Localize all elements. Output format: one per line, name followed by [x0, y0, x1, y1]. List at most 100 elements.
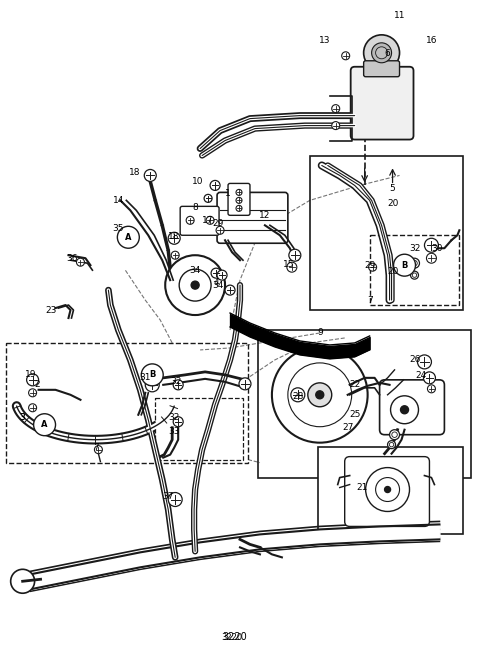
- Bar: [310, 157, 463, 310]
- Circle shape: [173, 380, 183, 390]
- Circle shape: [272, 347, 368, 443]
- Circle shape: [173, 417, 183, 426]
- Text: 24: 24: [416, 371, 427, 380]
- Circle shape: [186, 216, 194, 224]
- Text: 5: 5: [390, 184, 396, 193]
- Circle shape: [210, 180, 220, 190]
- Text: 36: 36: [67, 254, 78, 262]
- Circle shape: [288, 363, 352, 426]
- Circle shape: [387, 441, 396, 449]
- Bar: [6, 343, 248, 462]
- Text: 29: 29: [364, 260, 375, 270]
- Circle shape: [428, 385, 435, 393]
- FancyBboxPatch shape: [228, 184, 250, 215]
- Circle shape: [11, 569, 35, 593]
- Circle shape: [165, 255, 225, 315]
- Bar: [258, 330, 471, 478]
- Circle shape: [236, 205, 242, 211]
- Circle shape: [239, 378, 251, 390]
- Text: 32: 32: [168, 413, 180, 422]
- Circle shape: [217, 270, 227, 280]
- Circle shape: [225, 285, 235, 295]
- FancyBboxPatch shape: [351, 67, 413, 140]
- Circle shape: [400, 406, 408, 414]
- FancyBboxPatch shape: [180, 207, 219, 236]
- Text: 13: 13: [319, 36, 331, 45]
- Text: 21: 21: [356, 483, 367, 492]
- Text: 12: 12: [259, 211, 271, 220]
- Circle shape: [376, 478, 399, 501]
- Circle shape: [76, 258, 84, 266]
- Text: 1: 1: [225, 189, 231, 198]
- Text: 32: 32: [170, 377, 182, 386]
- Circle shape: [369, 263, 377, 271]
- Text: 14: 14: [113, 196, 124, 205]
- Circle shape: [391, 396, 419, 424]
- Text: 6: 6: [384, 49, 390, 58]
- Text: 16: 16: [426, 36, 437, 45]
- Text: 20: 20: [387, 199, 398, 208]
- Circle shape: [204, 194, 212, 202]
- Text: 34: 34: [190, 266, 201, 275]
- Text: 37: 37: [162, 492, 174, 501]
- Text: B: B: [149, 371, 156, 379]
- FancyBboxPatch shape: [217, 192, 288, 243]
- Text: 3220: 3220: [223, 632, 247, 642]
- Circle shape: [412, 273, 417, 277]
- Text: 38: 38: [296, 348, 308, 356]
- Circle shape: [289, 249, 301, 261]
- Circle shape: [126, 232, 134, 239]
- Circle shape: [34, 414, 56, 436]
- Text: 8: 8: [192, 203, 198, 212]
- Text: 28: 28: [292, 392, 303, 401]
- Text: 25: 25: [349, 410, 360, 419]
- Text: 35: 35: [113, 224, 124, 233]
- Circle shape: [316, 391, 324, 399]
- Bar: [318, 447, 463, 535]
- Text: 19: 19: [25, 371, 36, 379]
- Text: 9: 9: [317, 329, 323, 337]
- Circle shape: [372, 43, 392, 63]
- Circle shape: [145, 378, 159, 392]
- Circle shape: [211, 268, 221, 278]
- Circle shape: [179, 269, 211, 301]
- Circle shape: [168, 493, 182, 506]
- Text: 18: 18: [129, 168, 140, 177]
- Circle shape: [291, 388, 305, 401]
- Text: 27: 27: [342, 423, 353, 432]
- Text: 17: 17: [203, 216, 214, 225]
- Circle shape: [410, 271, 419, 279]
- Text: 29: 29: [212, 219, 224, 228]
- Circle shape: [332, 105, 340, 113]
- FancyBboxPatch shape: [345, 457, 430, 526]
- Text: B: B: [401, 260, 408, 270]
- Circle shape: [418, 355, 432, 369]
- Circle shape: [26, 374, 38, 386]
- Circle shape: [384, 487, 391, 493]
- Circle shape: [409, 258, 420, 268]
- Text: 31: 31: [140, 373, 151, 382]
- Text: 33: 33: [168, 427, 180, 436]
- Text: 7: 7: [367, 296, 372, 304]
- Text: 18: 18: [168, 232, 180, 241]
- Circle shape: [29, 389, 36, 397]
- FancyBboxPatch shape: [380, 380, 444, 435]
- Text: 3: 3: [20, 413, 25, 422]
- Circle shape: [412, 260, 417, 266]
- Circle shape: [287, 262, 297, 272]
- Text: 4: 4: [213, 277, 219, 287]
- Circle shape: [308, 383, 332, 407]
- Text: A: A: [125, 233, 132, 242]
- Circle shape: [144, 169, 156, 182]
- Circle shape: [117, 226, 139, 248]
- Circle shape: [29, 404, 36, 412]
- Circle shape: [206, 216, 214, 224]
- Text: 26: 26: [410, 356, 421, 364]
- Circle shape: [364, 35, 399, 71]
- Circle shape: [332, 121, 340, 130]
- Text: 32: 32: [409, 244, 420, 253]
- Circle shape: [423, 372, 435, 384]
- Text: 3220: 3220: [221, 632, 242, 642]
- Text: 30: 30: [432, 244, 443, 253]
- Text: 15: 15: [283, 260, 295, 269]
